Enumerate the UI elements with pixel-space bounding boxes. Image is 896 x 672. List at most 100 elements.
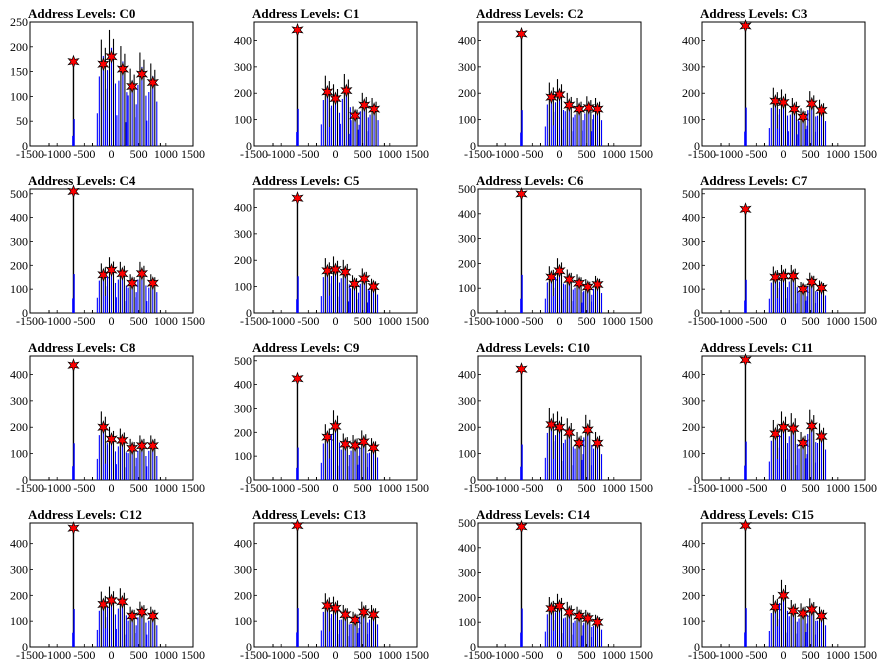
x-tick-label: 500 [130,314,148,328]
level-peak-marker [358,271,371,286]
y-tick-label: 0 [22,139,28,153]
level-peak-marker [126,276,139,291]
x-tick-label: 500 [354,481,372,495]
x-tick-label: 0 [109,481,115,495]
y-tick-label: 100 [458,447,476,461]
x-tick-label: -1500 [240,481,268,495]
level-peak-marker [787,268,800,284]
x-tick-label: 1500 [629,147,653,161]
y-tick-label: 0 [22,640,28,654]
x-tick-label: 500 [802,648,820,662]
y-tick-label: 200 [234,425,252,439]
x-tick-label: 1000 [602,147,626,161]
level-peak-marker [796,606,810,621]
x-tick-label: 1000 [378,314,402,328]
x-tick-label: -1500 [688,481,716,495]
x-tick-label: -500 [73,147,95,161]
subplot-title: Address Levels: C5 [252,173,360,188]
level-peak-marker [777,588,790,603]
level-peak-marker [339,265,352,280]
level-peak-marker [367,102,381,117]
level-peak-marker [146,438,159,453]
y-tick-label: 200 [458,256,476,270]
y-tick-label: 400 [234,200,252,214]
y-tick-label: 0 [246,473,252,487]
x-tick-label: 1500 [181,314,205,328]
level-peak-marker [105,593,118,608]
x-tick-label: -1000 [715,147,743,161]
y-tick-label: 200 [458,420,476,434]
y-tick-label: 400 [458,33,476,47]
y-tick-label: 300 [234,401,252,415]
level-peak-marker [135,438,149,453]
x-tick-label: -500 [73,481,95,495]
level-peak-marker [126,441,139,456]
subplot-title: Address Levels: C11 [700,340,813,355]
y-tick-label: 100 [234,113,252,127]
level-peak-marker [126,79,139,94]
level-peak-marker [348,438,362,453]
x-tick-label: -500 [521,481,543,495]
x-tick-label: 1500 [629,648,653,662]
x-tick-label: -1000 [491,147,519,161]
x-tick-label: 0 [333,314,339,328]
x-tick-label: 0 [109,147,115,161]
level-peak-marker [582,100,595,115]
y-tick-label: 400 [682,367,700,381]
subplot-c2: Address Levels: C2-1500 -1000 -500 0 500 1000… [458,6,653,161]
level-peak-marker [805,96,818,111]
x-tick-label: -1000 [43,648,71,662]
x-tick-label: 1500 [405,314,429,328]
level-peak-marker [815,103,828,118]
x-tick-label: 1000 [826,481,850,495]
level-peak-marker [572,276,586,291]
y-tick-label: 0 [470,306,476,320]
level-peak-marker [357,434,370,449]
subplot-c12: Address Levels: C12 -1500 -1000 -500 0 500 100… [10,507,205,662]
subplot-title: Address Levels: C14 [476,507,590,522]
y-tick-label: 0 [694,640,700,654]
x-tick-label: -500 [521,147,543,161]
x-tick-label: 0 [557,481,563,495]
y-tick-label: 400 [458,367,476,381]
level-peak-marker [815,429,828,444]
x-tick-label: -500 [297,314,319,328]
x-tick-label: -500 [297,648,319,662]
y-tick-label: 100 [458,615,476,629]
y-tick-label: 300 [10,563,28,577]
x-tick-label: 1000 [602,481,626,495]
y-tick-label: 200 [458,590,476,604]
level-peak-marker [581,279,594,295]
y-tick-label: 0 [694,306,700,320]
level-peak-marker [146,276,159,291]
x-tick-label: -1500 [16,314,44,328]
subplot-c3: Address Levels: C3-1500 -1000 -500 0 500 1000… [682,6,877,161]
level-peak-marker [97,57,110,72]
level-peak-marker [329,601,342,616]
x-tick-label: 500 [578,147,596,161]
x-tick-label: 500 [802,147,820,161]
subplot-title: Address Levels: C12 [28,507,142,522]
x-tick-label: 0 [333,147,339,161]
y-tick-label: 100 [682,447,700,461]
subplot-c4: Address Levels: C4-1500 -1000 -500 0 500 1000… [10,173,205,328]
x-tick-label: 1500 [629,481,653,495]
x-tick-label: -1500 [688,147,716,161]
x-tick-label: 500 [130,481,148,495]
level-peak-marker [357,605,370,620]
subplot-title: Address Levels: C1 [252,6,359,21]
x-tick-label: -500 [745,147,767,161]
y-tick-label: 400 [10,367,28,381]
y-tick-label: 400 [10,211,28,225]
x-tick-label: 1500 [405,147,429,161]
x-tick-label: 1500 [853,147,877,161]
y-tick-label: 100 [10,614,28,628]
level-peak-marker [67,54,80,69]
x-tick-label: -500 [745,648,767,662]
x-tick-label: 1500 [853,314,877,328]
level-peak-marker [563,272,576,287]
level-peak-marker [553,263,566,278]
level-peak-marker [553,599,566,614]
x-tick-label: -500 [73,314,95,328]
subplot-title: Address Levels: C4 [28,173,136,188]
